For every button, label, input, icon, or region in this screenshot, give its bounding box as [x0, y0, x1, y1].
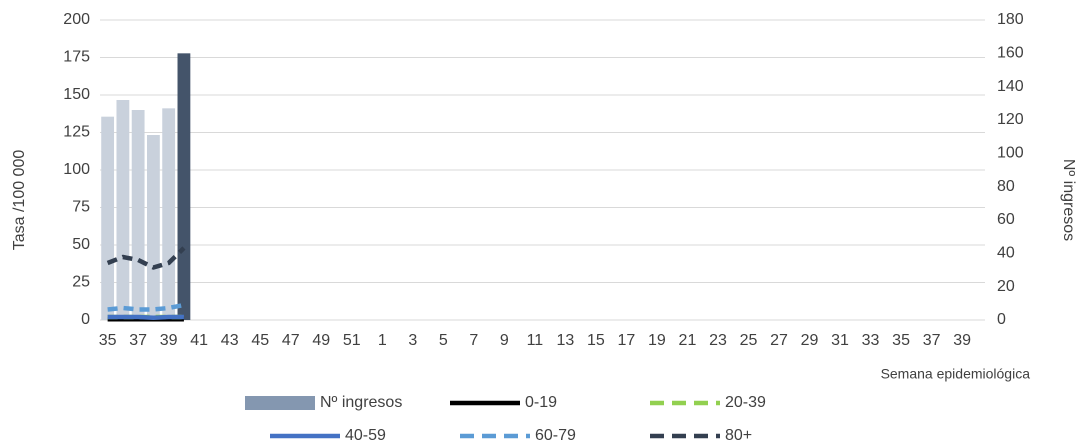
y2-tick-label: 120	[997, 111, 1024, 128]
legend-swatch	[245, 396, 315, 410]
x-tick-label: 13	[556, 332, 574, 349]
bar	[177, 53, 191, 320]
bar	[146, 135, 160, 320]
y2-tick-label: 0	[997, 311, 1006, 328]
legend-label: 20-39	[725, 394, 766, 411]
y-tick-label: 100	[63, 161, 90, 178]
y-tick-label: 125	[63, 124, 90, 141]
x-tick-label: 3	[408, 332, 417, 349]
x-tick-label: 43	[221, 332, 239, 349]
x-tick-label: 37	[129, 332, 147, 349]
x-tick-label: 49	[312, 332, 330, 349]
x-tick-label: 15	[587, 332, 605, 349]
x-tick-label: 33	[862, 332, 880, 349]
y-axis-title: Tasa /100 000	[11, 150, 28, 251]
x-axis-title: Semana epidemiológica	[881, 366, 1031, 382]
y2-tick-label: 140	[997, 78, 1024, 95]
x-tick-label: 7	[469, 332, 478, 349]
y-tick-label: 200	[63, 11, 90, 28]
y-tick-label: 50	[72, 236, 90, 253]
x-tick-label: 21	[679, 332, 697, 349]
legend-label: Nº ingresos	[320, 394, 402, 411]
line	[107, 314, 184, 320]
line	[107, 302, 185, 312]
y-tick-label: 75	[72, 199, 90, 216]
y2-tick-label: 60	[997, 211, 1015, 228]
line	[106, 246, 186, 270]
x-tick-label: 35	[99, 332, 117, 349]
y-tick-label: 0	[81, 311, 90, 328]
bar	[116, 100, 130, 320]
x-tick-label: 9	[500, 332, 509, 349]
x-tick-label: 19	[648, 332, 666, 349]
y2-tick-label: 40	[997, 245, 1015, 262]
legend-label: 40-59	[345, 427, 386, 444]
x-tick-label: 39	[160, 332, 178, 349]
x-tick-label: 1	[378, 332, 387, 349]
x-tick-label: 41	[190, 332, 208, 349]
y2-axis-title: Nº ingresos	[1060, 159, 1077, 241]
y2-tick-label: 100	[997, 145, 1024, 162]
x-tick-label: 27	[770, 332, 788, 349]
x-tick-label: 17	[618, 332, 636, 349]
x-tick-label: 31	[831, 332, 849, 349]
x-tick-label: 51	[343, 332, 361, 349]
bar	[131, 110, 145, 320]
x-tick-label: 39	[953, 332, 971, 349]
y-tick-label: 175	[63, 49, 90, 66]
x-tick-label: 45	[251, 332, 269, 349]
y-tick-label: 25	[72, 274, 90, 291]
legend-label: 80+	[725, 427, 752, 444]
x-tick-label: 37	[923, 332, 941, 349]
y2-tick-label: 160	[997, 45, 1024, 62]
bar	[162, 108, 176, 320]
legend-label: 60-79	[535, 427, 576, 444]
x-tick-label: 5	[439, 332, 448, 349]
x-tick-label: 35	[892, 332, 910, 349]
y2-tick-label: 180	[997, 11, 1024, 28]
x-tick-label: 25	[740, 332, 758, 349]
x-tick-label: 23	[709, 332, 727, 349]
y2-tick-label: 80	[997, 178, 1015, 195]
x-tick-label: 47	[282, 332, 300, 349]
y-tick-label: 150	[63, 86, 90, 103]
x-tick-label: 11	[527, 332, 544, 349]
y2-tick-label: 20	[997, 278, 1015, 295]
x-tick-label: 29	[801, 332, 819, 349]
legend-label: 0-19	[525, 394, 557, 411]
bar	[101, 116, 115, 321]
